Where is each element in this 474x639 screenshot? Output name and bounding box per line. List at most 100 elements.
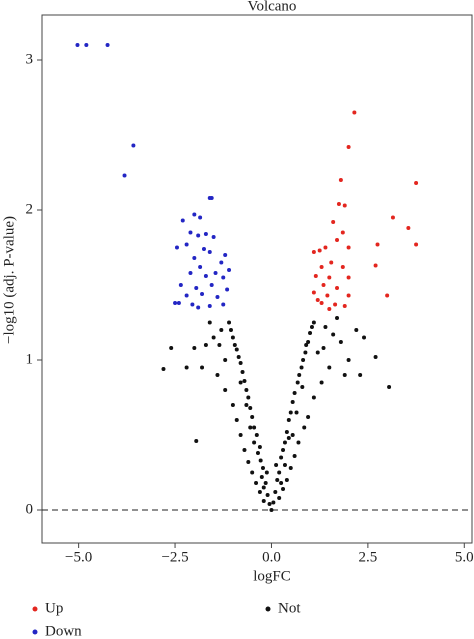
- point: [200, 292, 205, 296]
- point: [232, 343, 237, 347]
- plot-frame: [41, 14, 473, 544]
- point: [414, 181, 419, 185]
- point: [264, 470, 269, 475]
- point: [292, 391, 297, 395]
- point: [342, 304, 347, 308]
- point: [240, 370, 245, 374]
- point: [277, 496, 282, 500]
- point: [327, 365, 332, 370]
- point: [325, 293, 330, 298]
- point: [221, 275, 226, 280]
- point: [406, 226, 411, 230]
- point: [275, 478, 280, 482]
- point: [259, 475, 264, 479]
- point: [373, 355, 378, 359]
- point: [321, 283, 326, 287]
- point: [75, 43, 80, 47]
- point: [290, 400, 295, 404]
- point: [250, 470, 255, 475]
- point: [414, 242, 419, 247]
- point: [254, 481, 259, 485]
- point: [257, 490, 262, 494]
- point: [342, 373, 347, 377]
- point: [203, 343, 208, 347]
- legend-marker: [32, 606, 38, 612]
- point: [201, 247, 206, 251]
- point: [303, 350, 308, 355]
- point: [306, 415, 311, 419]
- point: [311, 395, 316, 400]
- x-tick-label: 2.5: [358, 549, 377, 565]
- point: [207, 196, 212, 200]
- point: [323, 245, 328, 250]
- point: [122, 173, 127, 178]
- point: [198, 215, 203, 220]
- point: [196, 305, 201, 310]
- point: [188, 230, 193, 235]
- point: [294, 410, 299, 415]
- point: [346, 293, 351, 298]
- point: [269, 508, 274, 512]
- point: [188, 271, 193, 275]
- point: [225, 287, 230, 292]
- point: [340, 230, 345, 235]
- point: [219, 260, 224, 265]
- point: [296, 440, 301, 445]
- point: [261, 485, 266, 490]
- point: [252, 440, 257, 445]
- point: [327, 275, 332, 280]
- point: [282, 463, 287, 467]
- point: [178, 283, 183, 287]
- point: [300, 385, 305, 389]
- point: [281, 487, 286, 491]
- point: [346, 275, 351, 280]
- point: [313, 274, 318, 278]
- point: [198, 265, 203, 269]
- point: [207, 304, 212, 308]
- y-axis-label: −log10 (adj. P-value): [1, 216, 17, 344]
- point: [223, 253, 228, 257]
- point: [309, 325, 314, 329]
- x-axis-label: logFC: [253, 568, 291, 584]
- point: [295, 380, 300, 385]
- point: [329, 260, 334, 265]
- point: [338, 340, 343, 344]
- point: [161, 367, 166, 371]
- point: [362, 335, 367, 340]
- point: [131, 143, 136, 148]
- point: [263, 481, 268, 485]
- point: [180, 218, 185, 223]
- point: [306, 340, 311, 344]
- point: [385, 293, 390, 298]
- point: [319, 380, 324, 385]
- point: [284, 430, 289, 434]
- point: [302, 425, 307, 430]
- point: [209, 283, 214, 287]
- point: [273, 490, 278, 494]
- point: [184, 293, 189, 298]
- point: [258, 458, 263, 463]
- point: [248, 425, 253, 430]
- point: [354, 328, 359, 332]
- point: [271, 500, 276, 505]
- point: [207, 320, 212, 325]
- legend-marker: [265, 606, 271, 612]
- point: [230, 403, 235, 407]
- point: [238, 361, 243, 365]
- point: [346, 358, 351, 362]
- point: [311, 250, 316, 254]
- point: [203, 274, 208, 278]
- x-tick-label: 0.0: [262, 549, 281, 565]
- point: [315, 298, 320, 302]
- point: [248, 406, 253, 410]
- point: [174, 245, 179, 250]
- point: [288, 410, 293, 415]
- y-tick-label: 0: [26, 501, 34, 517]
- point: [281, 448, 286, 452]
- point: [194, 286, 199, 290]
- point: [267, 502, 272, 506]
- point: [297, 373, 302, 377]
- point: [286, 436, 291, 440]
- point: [261, 499, 266, 503]
- point: [301, 358, 306, 362]
